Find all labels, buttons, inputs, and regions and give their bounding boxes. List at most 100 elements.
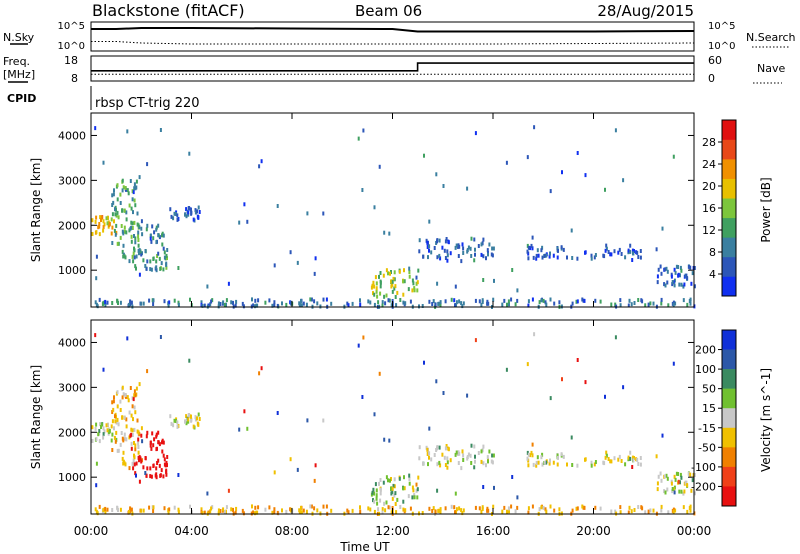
- echo-cell: [196, 209, 198, 214]
- echo-cell: [526, 155, 529, 160]
- velocity-colorbar-label: 100: [695, 363, 716, 376]
- echo-cell: [162, 233, 165, 238]
- echo-cell: [387, 478, 389, 483]
- echo-cell: [133, 255, 136, 260]
- echo-cell: [159, 335, 162, 339]
- echo-cell: [146, 369, 149, 374]
- echo-cell: [131, 428, 134, 433]
- echo-cell: [133, 441, 135, 445]
- echo-cell: [376, 294, 379, 299]
- echo-cell: [467, 452, 470, 457]
- echo-cell: [131, 396, 134, 401]
- power-panel: 1000 2000 3000 4000 Slant Range [km]: [29, 112, 696, 309]
- echo-cell: [428, 299, 431, 304]
- echo-cell: [155, 434, 158, 439]
- echo-cell: [105, 216, 108, 221]
- echo-cell: [511, 268, 514, 272]
- echo-cell: [480, 449, 483, 454]
- echo-cell: [667, 303, 670, 308]
- echo-cell: [376, 501, 379, 506]
- echo-cell: [553, 301, 556, 306]
- noise-right-label: N.Search: [746, 31, 796, 44]
- echo-cell: [474, 459, 476, 464]
- echo-cell: [624, 255, 627, 260]
- echo-cell: [361, 395, 364, 399]
- echo-cell: [375, 289, 378, 294]
- echo-cell: [443, 248, 446, 253]
- echo-cell: [211, 505, 214, 510]
- echo-cell: [457, 254, 460, 258]
- echo-cell: [133, 462, 136, 467]
- echo-cell: [140, 459, 143, 464]
- echo-cell: [170, 421, 173, 426]
- echo-cell: [188, 413, 191, 417]
- echo-cell: [369, 507, 372, 512]
- echo-cell: [466, 186, 469, 191]
- echo-cell: [104, 299, 107, 304]
- echo-cell: [672, 361, 675, 366]
- echo-cell: [113, 435, 116, 440]
- echo-cell: [680, 489, 683, 494]
- echo-cell: [138, 175, 141, 180]
- echo-cell: [594, 253, 597, 257]
- echo-cell: [140, 426, 143, 431]
- echo-cell: [111, 400, 114, 405]
- echo-cell: [145, 473, 148, 478]
- echo-cell: [674, 508, 677, 513]
- echo-cell: [396, 290, 399, 295]
- echo-cell: [102, 426, 105, 431]
- echo-cell: [95, 437, 98, 442]
- echo-cell: [375, 488, 378, 493]
- echo-cell: [359, 302, 362, 307]
- echo-cell: [383, 294, 386, 299]
- echo-cell: [254, 511, 256, 516]
- echo-cell: [530, 243, 533, 248]
- echo-cell: [666, 487, 669, 492]
- echo-cell: [140, 433, 143, 438]
- echo-cell: [305, 509, 308, 514]
- echo-cell: [102, 435, 105, 440]
- velocity-colorbar-label: -200: [691, 480, 716, 493]
- echo-cell: [467, 245, 470, 250]
- echo-cell: [679, 273, 681, 278]
- echo-cell: [454, 245, 457, 250]
- echo-cell: [666, 476, 669, 481]
- echo-cell: [371, 283, 374, 288]
- echo-cell: [673, 490, 676, 495]
- echo-cell: [439, 256, 442, 261]
- echo-cell: [146, 162, 149, 167]
- echo-cell: [111, 448, 114, 452]
- echo-cell: [276, 204, 279, 208]
- echo-cell: [235, 506, 238, 511]
- echo-cell: [187, 212, 190, 217]
- echo-cell: [153, 437, 156, 442]
- echo-cell: [672, 154, 675, 159]
- echo-cell: [501, 509, 504, 514]
- echo-cell: [146, 466, 149, 471]
- echo-cell: [677, 479, 680, 484]
- echo-cell: [95, 254, 98, 259]
- echo-cell: [618, 454, 621, 459]
- echo-cell: [276, 510, 279, 515]
- echo-cell: [116, 448, 119, 453]
- echo-cell: [177, 507, 180, 512]
- echo-cell: [131, 189, 134, 194]
- echo-cell: [485, 256, 487, 261]
- echo-cell: [666, 269, 669, 274]
- echo-cell: [443, 455, 446, 460]
- echo-cell: [416, 288, 419, 293]
- echo-cell: [679, 265, 682, 270]
- echo-cell: [310, 297, 313, 302]
- echo-cell: [544, 300, 547, 305]
- echo-cell: [198, 417, 201, 421]
- echo-cell: [639, 456, 642, 460]
- echo-cell: [158, 442, 161, 447]
- echo-cell: [119, 300, 122, 305]
- echo-cell: [112, 407, 115, 412]
- echo-cell: [306, 211, 309, 216]
- echo-cell: [133, 246, 135, 251]
- echo-cell: [119, 399, 122, 404]
- echo-cell: [111, 241, 114, 245]
- echo-cell: [116, 390, 119, 395]
- echo-cell: [619, 303, 622, 308]
